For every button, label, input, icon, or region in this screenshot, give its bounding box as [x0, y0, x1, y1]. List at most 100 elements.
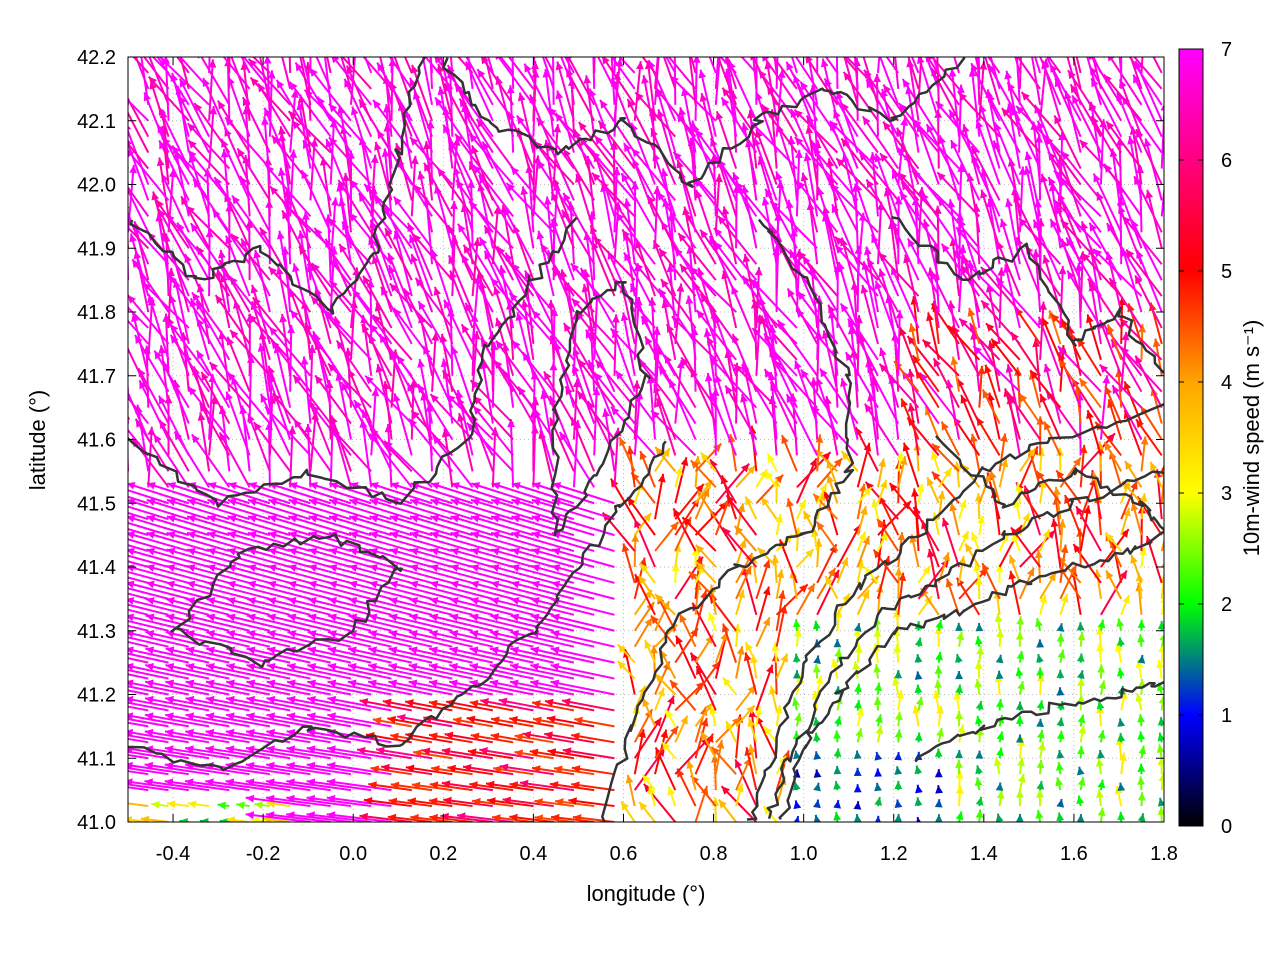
wind-vector-head: [1077, 745, 1085, 755]
wind-vector-head: [147, 294, 155, 304]
wind-vector-head: [106, 482, 115, 489]
wind-vector-head: [306, 745, 316, 754]
wind-vector: [1077, 745, 1085, 759]
wind-vector-head: [428, 797, 438, 806]
wind-vector-head: [892, 676, 900, 686]
wind-vector: [813, 814, 822, 822]
wind-vector-head: [525, 16, 532, 25]
wind-vector-head: [307, 695, 316, 704]
wind-vector: [620, 312, 636, 376]
wind-vector-head: [965, 543, 973, 553]
wind-vector: [1032, 338, 1042, 392]
wind-vector: [246, 662, 311, 680]
wind-vector-head: [1135, 659, 1144, 669]
wind-vector-head: [894, 670, 903, 679]
wind-vector-head: [341, 382, 349, 392]
wind-vector: [571, 765, 615, 776]
wind-vector-head: [976, 417, 985, 427]
wind-vector: [874, 796, 883, 807]
wind-vector: [1016, 616, 1025, 631]
wind-vector-head: [643, 15, 650, 24]
wind-vector: [1097, 730, 1106, 743]
wind-vector-head: [792, 653, 801, 663]
wind-vector-head: [685, 295, 694, 304]
wind-vector-head: [691, 10, 698, 19]
wind-vector-head: [815, 434, 824, 443]
wind-vector: [205, 662, 271, 680]
wind-vector-head: [461, 23, 469, 32]
wind-vector-head: [1019, 393, 1028, 403]
wind-vector-head: [327, 695, 337, 704]
wind-vector: [128, 597, 129, 599]
wind-vector: [1157, 717, 1164, 727]
wind-vector-head: [571, 781, 580, 790]
wind-vector: [470, 547, 534, 568]
wind-vector-head: [626, 446, 635, 455]
wind-vector-head: [975, 636, 983, 645]
wind-vector-head: [184, 778, 194, 787]
wind-vector: [914, 732, 923, 743]
wind-vector: [1056, 749, 1065, 759]
wind-vector-head: [128, 728, 134, 737]
wind-vector: [392, 393, 413, 456]
wind-vector: [326, 811, 392, 822]
wind-vector: [1059, 564, 1078, 600]
wind-vector-head: [996, 698, 1004, 708]
wind-vector-head: [907, 403, 916, 412]
wind-vector: [694, 487, 710, 520]
wind-vector: [1159, 632, 1164, 647]
wind-vector-head: [833, 730, 842, 739]
wind-vector-head: [369, 498, 379, 507]
wind-vector-head: [837, 261, 845, 271]
wind-vector-head: [372, 716, 382, 725]
wind-vector-head: [917, 45, 925, 53]
wind-vector-head: [878, 458, 886, 468]
wind-vector-head: [874, 682, 883, 692]
wind-vector-head: [927, 477, 935, 487]
wind-vector-head: [128, 662, 134, 671]
wind-vector-head: [428, 699, 438, 708]
wind-vector-head: [430, 547, 439, 556]
wind-vector-head: [165, 695, 174, 704]
wind-vector: [552, 482, 615, 505]
wind-vector-head: [346, 11, 353, 20]
wind-vector-head: [471, 498, 480, 507]
wind-vector-head: [85, 581, 94, 589]
wind-vector-head: [307, 712, 316, 721]
wind-vector: [462, 763, 514, 776]
wind-vector-head: [721, 623, 730, 633]
wind-vector-head: [713, 25, 721, 34]
wind-vector-head: [407, 797, 417, 806]
wind-vector-head: [1027, 43, 1035, 52]
wind-vector: [895, 310, 904, 376]
wind-vector: [128, 90, 129, 105]
wind-vector: [1078, 725, 1087, 743]
wind-vector: [245, 745, 311, 760]
wind-vector: [450, 498, 514, 521]
wind-vector-head: [409, 379, 418, 388]
wind-vector-head: [493, 765, 502, 774]
wind-vector: [470, 531, 534, 553]
wind-vector: [654, 725, 679, 759]
wind-vector: [769, 685, 778, 711]
wind-vector-head: [974, 777, 983, 787]
wind-vector: [1056, 798, 1065, 808]
wind-vector-head: [989, 470, 997, 480]
wind-vector: [509, 679, 575, 696]
wind-vector: [128, 662, 190, 680]
wind-vector-head: [308, 547, 318, 556]
wind-vector-head: [369, 531, 379, 539]
wind-vector: [661, 299, 677, 360]
wind-vector: [685, 295, 697, 360]
wind-vector: [409, 498, 473, 521]
wind-vector: [145, 646, 210, 664]
wind-vector: [128, 511, 149, 521]
wind-vector-head: [1036, 718, 1045, 727]
wind-vector-head: [754, 267, 763, 276]
wind-vector-head: [368, 646, 378, 655]
wind-vector-head: [144, 778, 154, 787]
wind-vector: [967, 307, 981, 345]
wind-vector: [128, 789, 129, 791]
wind-vector-head: [853, 623, 862, 632]
wind-vector-head: [63, 762, 72, 770]
